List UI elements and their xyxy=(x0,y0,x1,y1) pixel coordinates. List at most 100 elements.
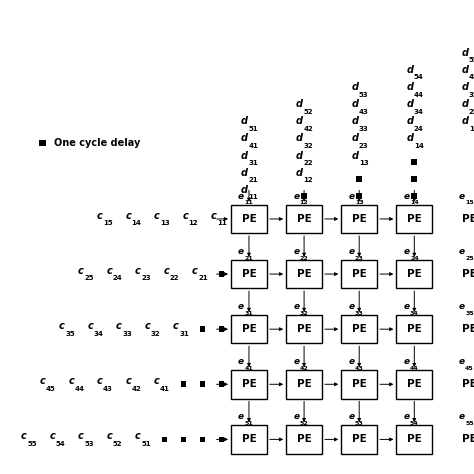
Text: d: d xyxy=(406,133,413,144)
Text: PE: PE xyxy=(462,324,474,334)
Text: c: c xyxy=(126,376,131,386)
Bar xyxy=(411,159,417,165)
Text: 22: 22 xyxy=(170,275,179,282)
Text: PE: PE xyxy=(297,214,311,224)
Bar xyxy=(396,260,432,288)
Text: e: e xyxy=(238,412,244,421)
Text: e: e xyxy=(238,192,244,201)
Text: 51: 51 xyxy=(141,441,151,447)
Text: 15: 15 xyxy=(103,220,113,227)
Text: c: c xyxy=(78,266,83,276)
Text: PE: PE xyxy=(462,379,474,389)
Text: c: c xyxy=(211,211,217,221)
Bar xyxy=(181,382,186,387)
Bar xyxy=(231,315,267,344)
Text: 44: 44 xyxy=(414,91,424,98)
Text: e: e xyxy=(348,357,355,366)
Text: PE: PE xyxy=(297,379,311,389)
Text: PE: PE xyxy=(242,214,256,224)
Text: c: c xyxy=(68,376,74,386)
Bar xyxy=(451,425,474,454)
Text: 32: 32 xyxy=(300,310,309,316)
Text: c: c xyxy=(78,431,83,441)
Bar xyxy=(301,193,307,199)
Text: e: e xyxy=(348,302,355,311)
Text: d: d xyxy=(241,151,248,161)
Text: 55: 55 xyxy=(465,421,474,426)
Text: e: e xyxy=(293,247,299,256)
Text: d: d xyxy=(462,65,468,75)
Text: c: c xyxy=(97,211,103,221)
Text: 15: 15 xyxy=(469,126,474,132)
Bar xyxy=(286,425,322,454)
Bar xyxy=(162,437,167,442)
Text: d: d xyxy=(406,82,413,92)
Bar xyxy=(356,193,362,199)
Text: 33: 33 xyxy=(359,126,368,132)
Text: c: c xyxy=(173,321,179,331)
Text: c: c xyxy=(106,431,112,441)
Bar xyxy=(286,205,322,233)
Text: e: e xyxy=(458,412,465,421)
Text: PE: PE xyxy=(462,214,474,224)
Text: d: d xyxy=(296,116,303,126)
Text: d: d xyxy=(462,99,468,109)
Text: d: d xyxy=(351,151,358,161)
Bar xyxy=(396,425,432,454)
Text: d: d xyxy=(462,82,468,92)
Text: d: d xyxy=(351,133,358,144)
Bar xyxy=(341,315,377,344)
Text: 55: 55 xyxy=(27,441,36,447)
Text: 22: 22 xyxy=(304,160,313,166)
Text: 53: 53 xyxy=(355,421,364,426)
Bar xyxy=(341,370,377,399)
Text: 14: 14 xyxy=(132,220,141,227)
Text: c: c xyxy=(164,266,169,276)
Text: PE: PE xyxy=(297,324,311,334)
Text: 32: 32 xyxy=(304,143,313,149)
Text: 12: 12 xyxy=(189,220,198,227)
Text: e: e xyxy=(403,412,410,421)
Text: 51: 51 xyxy=(248,126,258,132)
Text: d: d xyxy=(351,116,358,126)
Text: d: d xyxy=(241,133,248,144)
Text: 14: 14 xyxy=(414,143,424,149)
Bar xyxy=(341,205,377,233)
Bar xyxy=(219,271,224,277)
Text: 35: 35 xyxy=(65,330,75,337)
Bar xyxy=(341,260,377,288)
Text: PE: PE xyxy=(407,324,422,334)
Bar xyxy=(411,193,417,199)
Text: 42: 42 xyxy=(304,126,313,132)
Bar xyxy=(396,370,432,399)
Text: 42: 42 xyxy=(300,366,309,371)
Text: 21: 21 xyxy=(248,177,258,183)
Text: 51: 51 xyxy=(245,421,254,426)
Bar xyxy=(396,205,432,233)
Text: 45: 45 xyxy=(465,366,474,371)
Text: 14: 14 xyxy=(410,201,419,205)
Text: 53: 53 xyxy=(359,91,368,98)
Text: 23: 23 xyxy=(359,143,368,149)
Text: e: e xyxy=(293,357,299,366)
Text: d: d xyxy=(406,116,413,126)
Text: 53: 53 xyxy=(84,441,94,447)
Text: c: c xyxy=(126,211,131,221)
Text: 12: 12 xyxy=(300,201,309,205)
Text: PE: PE xyxy=(242,269,256,279)
Text: 13: 13 xyxy=(160,220,170,227)
Text: 34: 34 xyxy=(93,330,103,337)
Text: PE: PE xyxy=(297,434,311,445)
Text: c: c xyxy=(87,321,93,331)
Text: PE: PE xyxy=(297,269,311,279)
Text: 24: 24 xyxy=(414,126,424,132)
Bar xyxy=(231,205,267,233)
Text: 52: 52 xyxy=(304,109,313,115)
Text: d: d xyxy=(462,116,468,126)
Text: d: d xyxy=(296,133,303,144)
Text: 33: 33 xyxy=(355,310,364,316)
Text: c: c xyxy=(106,266,112,276)
Text: 24: 24 xyxy=(113,275,122,282)
Text: PE: PE xyxy=(407,379,422,389)
Text: 11: 11 xyxy=(248,194,258,200)
